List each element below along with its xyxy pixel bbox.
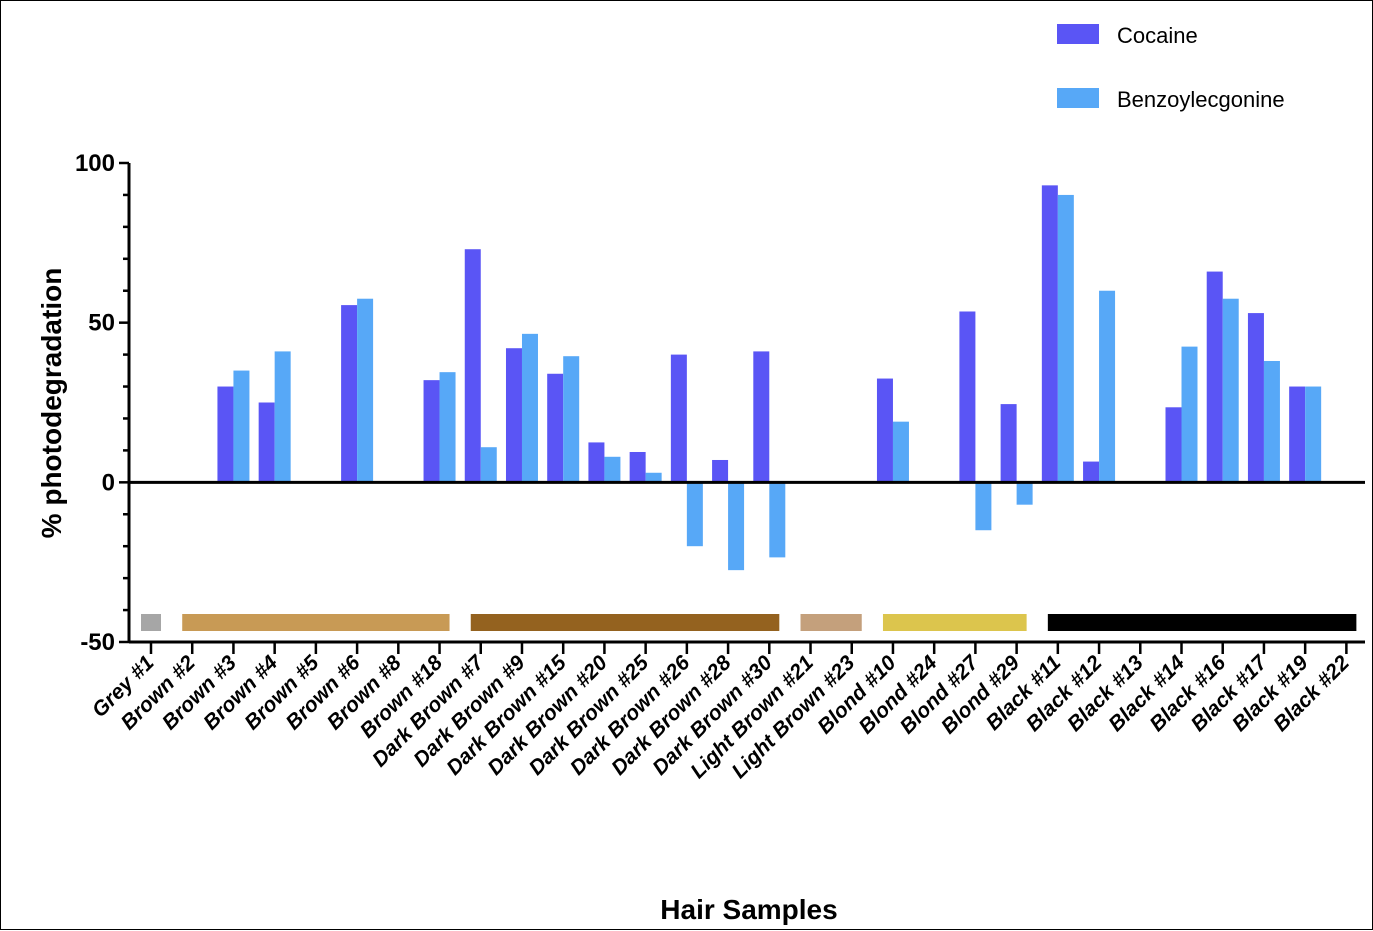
hair-color-bands (141, 614, 1357, 631)
bar-benzoylecgonine-dark-brown-28 (728, 482, 745, 571)
bar-cocaine-dark-brown-15 (547, 373, 564, 483)
bar-cocaine-brown-18 (423, 380, 440, 483)
y-tick-label: 100 (75, 150, 115, 177)
y-tick-label: 50 (88, 310, 115, 337)
bar-cocaine-black-11 (1041, 185, 1058, 483)
bar-cocaine-dark-brown-9 (505, 348, 522, 483)
bar-cocaine-blond-29 (1000, 404, 1017, 483)
bar-cocaine-dark-brown-30 (753, 351, 770, 483)
bar-benzoylecgonine-dark-brown-7 (480, 447, 497, 483)
y-ticks: -50 0 50 100 (75, 150, 129, 656)
legend-swatch-benzoylecgonine (1057, 88, 1099, 108)
bar-cocaine-blond-27 (959, 311, 976, 483)
y-tick-label: -50 (80, 629, 115, 656)
x-axis-title: Hair Samples (660, 894, 837, 925)
bar-benzoylecgonine-dark-brown-26 (686, 482, 703, 547)
bar-benzoylecgonine-black-17 (1263, 360, 1280, 483)
legend-label-cocaine: Cocaine (1117, 23, 1198, 48)
bar-benzoylecgonine-black-11 (1057, 194, 1074, 483)
bar-benzoylecgonine-black-16 (1222, 298, 1239, 483)
bar-cocaine-black-19 (1289, 386, 1306, 483)
bar-benzoylecgonine-brown-18 (439, 372, 456, 483)
bar-cocaine-brown-6 (341, 305, 358, 483)
band-dark-brown (470, 614, 780, 631)
bar-cocaine-dark-brown-20 (588, 442, 605, 483)
bar-cocaine-black-14 (1165, 407, 1182, 483)
band-brown (182, 614, 450, 631)
bar-cocaine-brown-3 (217, 386, 234, 483)
bar-benzoylecgonine-black-14 (1181, 346, 1198, 483)
bar-cocaine-blond-10 (876, 378, 893, 483)
y-axis-title: % photodegradation (36, 268, 67, 539)
bar-benzoylecgonine-blond-27 (975, 482, 992, 531)
band-grey (141, 614, 161, 631)
bar-benzoylecgonine-black-19 (1305, 386, 1322, 483)
legend: Cocaine Benzoylecgonine (1057, 23, 1285, 112)
legend-swatch-cocaine (1057, 24, 1099, 44)
bar-benzoylecgonine-blond-29 (1016, 482, 1033, 505)
band-light-brown (800, 614, 862, 631)
bar-cocaine-dark-brown-28 (712, 459, 729, 483)
y-tick-label: 0 (102, 469, 115, 496)
bar-benzoylecgonine-brown-3 (233, 370, 250, 483)
bar-cocaine-black-17 (1247, 313, 1264, 483)
bar-cocaine-black-12 (1083, 461, 1100, 483)
bar-benzoylecgonine-dark-brown-25 (645, 472, 662, 483)
bar-benzoylecgonine-dark-brown-9 (521, 333, 538, 483)
bar-benzoylecgonine-blond-10 (892, 421, 909, 483)
bar-benzoylecgonine-black-12 (1099, 290, 1116, 483)
bar-cocaine-dark-brown-26 (670, 354, 687, 483)
bar-cocaine-brown-4 (258, 402, 275, 483)
bar-benzoylecgonine-brown-4 (274, 351, 291, 483)
bars-layer (217, 185, 1322, 571)
band-black (1047, 614, 1357, 631)
bar-cocaine-dark-brown-7 (464, 249, 481, 483)
band-blond (882, 614, 1027, 631)
bar-benzoylecgonine-brown-6 (357, 298, 374, 483)
bar-cocaine-black-16 (1206, 271, 1223, 483)
bar-cocaine-dark-brown-25 (629, 451, 646, 483)
bar-benzoylecgonine-dark-brown-20 (604, 456, 621, 483)
bar-benzoylecgonine-dark-brown-30 (769, 482, 786, 558)
legend-label-benzoylecgonine: Benzoylecgonine (1117, 87, 1285, 112)
bar-benzoylecgonine-dark-brown-15 (563, 356, 580, 483)
axes-layer (127, 163, 1365, 644)
